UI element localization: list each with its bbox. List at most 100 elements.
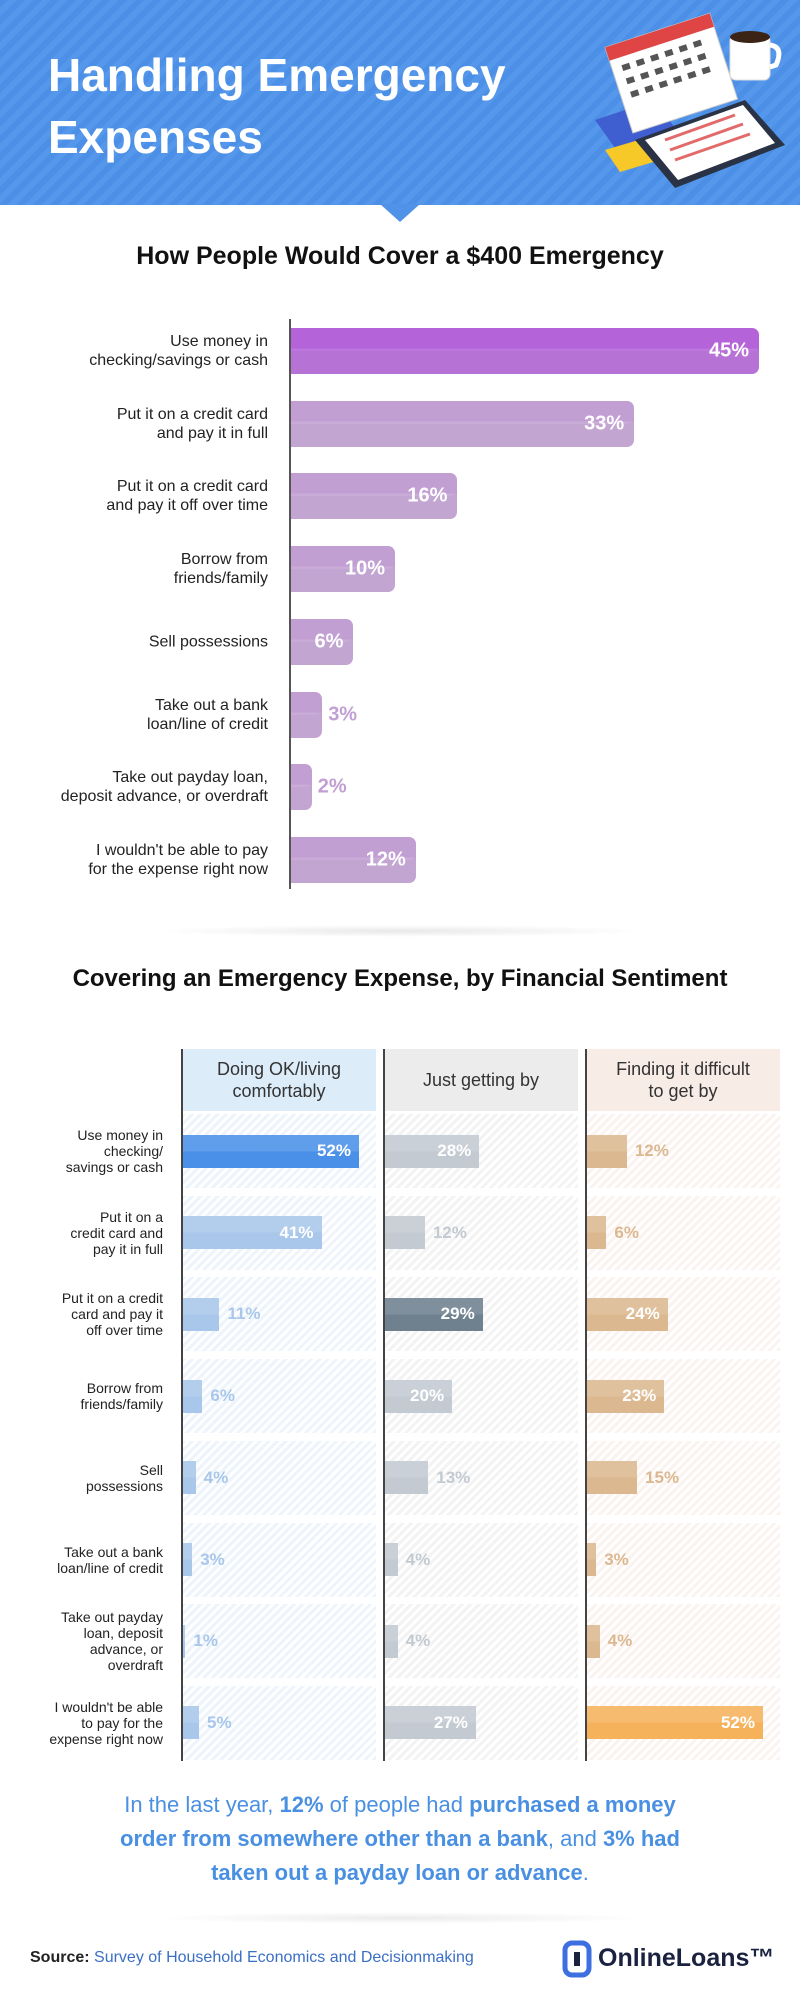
category-label: Borrow from friends/family xyxy=(173,551,268,588)
separator-shadow xyxy=(150,925,650,937)
category-label: Take out a bank loan/line of credit xyxy=(57,1543,163,1576)
value-label: 27% xyxy=(433,1712,468,1732)
category-label: Use money in checking/savings or cash xyxy=(89,333,268,369)
row-background xyxy=(586,1604,780,1679)
value-label: 3% xyxy=(604,1549,629,1569)
row-background xyxy=(182,1685,376,1760)
row-background xyxy=(586,1522,780,1597)
bar xyxy=(291,691,323,738)
value-label: 23% xyxy=(622,1386,657,1406)
value-label: 2% xyxy=(317,775,347,798)
value-label: 52% xyxy=(316,1141,351,1160)
bar xyxy=(384,1297,483,1331)
bar xyxy=(291,546,395,593)
callout-segment: , and xyxy=(547,1826,603,1851)
value-label: 33% xyxy=(584,412,625,435)
bar xyxy=(291,618,354,665)
callout-segment: 3% had taken out a payday loan or advanc… xyxy=(211,1826,680,1885)
row-background xyxy=(384,1604,578,1679)
bar xyxy=(384,1379,453,1413)
bar xyxy=(291,764,312,811)
source-label: Source: xyxy=(30,1949,90,1966)
category-label: Take out payday loan, deposit advance, o… xyxy=(61,1609,163,1674)
column-header: Just getting by xyxy=(384,1049,578,1111)
column-divider xyxy=(585,1049,587,1761)
category-label: Put it on a credit card and pay it off o… xyxy=(61,1290,163,1339)
category-label: I wouldn't be able to pay for the expens… xyxy=(49,1698,163,1747)
bar xyxy=(586,1379,665,1413)
row-background xyxy=(182,1604,376,1679)
bar xyxy=(586,1216,607,1250)
bar xyxy=(586,1134,627,1168)
column-divider xyxy=(181,1049,183,1761)
axis-line xyxy=(289,319,291,889)
row-background xyxy=(182,1522,376,1597)
value-label: 28% xyxy=(437,1141,472,1160)
value-label: 24% xyxy=(625,1304,660,1324)
source: Source: Survey of Household Economics an… xyxy=(30,1949,550,1967)
bar xyxy=(182,1379,203,1413)
row-background xyxy=(182,1440,376,1515)
value-label: 6% xyxy=(314,630,344,653)
value-label: 52% xyxy=(720,1712,755,1732)
bar xyxy=(384,1543,398,1576)
callout-segment: . xyxy=(582,1860,589,1885)
bar xyxy=(182,1297,220,1331)
bar xyxy=(182,1216,322,1250)
column-divider xyxy=(383,1049,385,1761)
bar xyxy=(291,328,759,374)
category-label: Take out payday loan, deposit advance, o… xyxy=(60,769,268,806)
bar xyxy=(586,1624,600,1658)
brand-name: OnlineLoans™ xyxy=(598,1944,775,1972)
chart-title: Covering an Emergency Expense, by Financ… xyxy=(72,965,728,992)
value-label: 29% xyxy=(440,1304,475,1324)
value-label: 4% xyxy=(405,1631,431,1651)
value-label: 4% xyxy=(203,1467,229,1487)
bar xyxy=(182,1134,359,1168)
header-illustration xyxy=(595,12,785,188)
value-label: 12% xyxy=(634,1141,669,1160)
value-label: 16% xyxy=(407,484,448,507)
separator-shadow xyxy=(150,1912,650,1924)
row-background xyxy=(586,1195,780,1270)
category-label: Sell possessions xyxy=(148,633,268,651)
value-label: 4% xyxy=(405,1549,431,1569)
bar xyxy=(384,1461,429,1495)
category-label: Put it on a credit card and pay it off o… xyxy=(106,478,268,515)
value-label: 41% xyxy=(279,1222,314,1242)
bar xyxy=(291,836,416,883)
bar xyxy=(291,400,635,447)
category-label: Borrow from friends/family xyxy=(80,1380,163,1413)
column-header: Finding it difficult to get by xyxy=(586,1049,780,1111)
callout-segment: 12% xyxy=(279,1792,324,1817)
bar xyxy=(182,1624,186,1658)
value-label: 3% xyxy=(328,703,358,725)
bar xyxy=(586,1461,638,1495)
value-label: 20% xyxy=(410,1386,445,1406)
callout-segment: In the last year, xyxy=(124,1792,280,1817)
value-label: 10% xyxy=(344,557,385,580)
column-header: Doing OK/living comfortably xyxy=(182,1049,376,1111)
row-background xyxy=(182,1359,376,1434)
value-label: 1% xyxy=(193,1631,218,1651)
bar xyxy=(384,1134,480,1168)
bar xyxy=(586,1706,763,1740)
bar xyxy=(586,1297,668,1331)
bar xyxy=(384,1624,398,1658)
value-label: 4% xyxy=(607,1631,633,1651)
bar xyxy=(182,1706,200,1740)
value-label: 12% xyxy=(432,1222,467,1242)
value-label: 3% xyxy=(200,1549,225,1569)
callout-segment: purchased a money order from somewhere o… xyxy=(120,1792,676,1851)
brand-logo xyxy=(562,1940,592,1978)
category-label: Sell possessions xyxy=(85,1461,163,1494)
category-label: Put it on a credit card and pay it in fu… xyxy=(70,1208,163,1257)
category-label: I wouldn't be able to pay for the expens… xyxy=(88,841,268,878)
header-pointer xyxy=(380,204,420,222)
chart-title: How People Would Cover a $400 Emergency xyxy=(136,242,664,270)
value-label: 6% xyxy=(614,1222,639,1242)
bar xyxy=(384,1216,425,1250)
bar xyxy=(182,1543,193,1576)
callout-segment: of people had xyxy=(323,1792,470,1817)
